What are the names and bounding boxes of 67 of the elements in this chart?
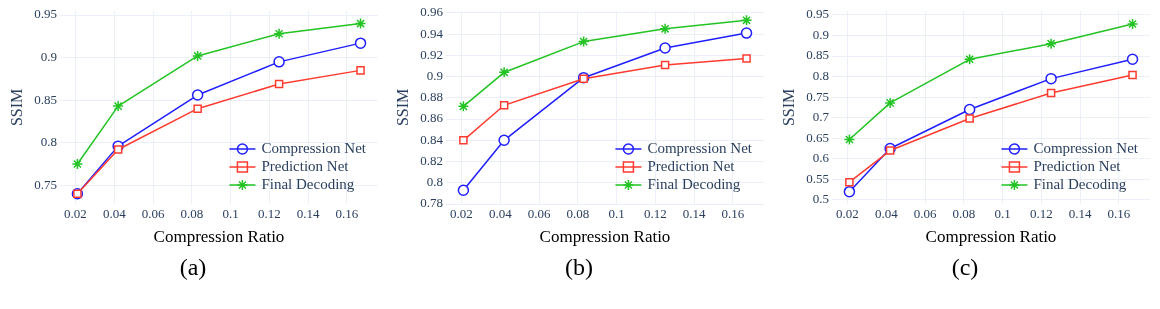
y-tick-label: 0.55 bbox=[806, 170, 829, 186]
x-tick-label: 0.12 bbox=[644, 206, 667, 222]
legend-label: Final Decoding bbox=[647, 175, 741, 192]
y-tick-label: 0.96 bbox=[420, 4, 444, 20]
y-tick-label: 0.94 bbox=[420, 25, 444, 41]
y-tick-label: 0.6 bbox=[812, 150, 830, 166]
x-axis-title: Compression Ratio bbox=[539, 227, 671, 247]
legend-label: Prediction Net bbox=[1033, 157, 1122, 174]
y-axis-title: SSIM bbox=[779, 88, 797, 127]
x-axis-title: Compression Ratio bbox=[925, 227, 1057, 247]
x-tick-label: 0.1 bbox=[608, 206, 625, 222]
y-tick-label: 0.8 bbox=[812, 67, 829, 83]
x-tick-label: 0.04 bbox=[874, 206, 899, 222]
y-tick-label: 0.95 bbox=[806, 6, 829, 22]
y-tick-label: 0.85 bbox=[34, 91, 57, 107]
x-tick-label: 0.08 bbox=[952, 206, 976, 222]
y-tick-label: 0.7 bbox=[812, 109, 830, 125]
y-tick-label: 0.92 bbox=[420, 46, 443, 62]
y-tick-label: 0.86 bbox=[420, 110, 444, 126]
x-tick-label: 0.02 bbox=[836, 206, 859, 222]
y-tick-label: 0.78 bbox=[420, 195, 443, 211]
text: (a) bbox=[178, 254, 208, 281]
y-tick-label: 0.65 bbox=[806, 129, 829, 145]
x-tick-label: 0.06 bbox=[913, 206, 937, 222]
y-tick-label: 0.85 bbox=[806, 47, 829, 63]
text: (b) bbox=[564, 254, 594, 281]
y-axis-title: SSIM bbox=[393, 88, 411, 127]
legend-label: Prediction Net bbox=[647, 157, 736, 174]
x-tick-label: 0.16 bbox=[1107, 206, 1131, 222]
x-tick-label: 0.06 bbox=[527, 206, 551, 222]
y-tick-label: 0.9 bbox=[812, 26, 829, 42]
x-axis-title: Compression Ratio bbox=[153, 227, 285, 247]
x-tick-label: 0.1 bbox=[222, 206, 239, 222]
legend-label: Compression Net bbox=[1033, 139, 1139, 156]
x-tick-label: 0.14 bbox=[1068, 206, 1093, 222]
y-tick-label: 0.9 bbox=[40, 49, 57, 65]
x-tick-label: 0.12 bbox=[1030, 206, 1053, 222]
x-tick-label: 0.04 bbox=[102, 206, 127, 222]
y-tick-label: 0.88 bbox=[420, 89, 443, 105]
x-tick-label: 0.02 bbox=[64, 206, 87, 222]
x-tick-label: 0.08 bbox=[180, 206, 204, 222]
x-tick-label: 0.08 bbox=[566, 206, 590, 222]
y-tick-label: 0.95 bbox=[34, 6, 57, 22]
legend-label: Final Decoding bbox=[261, 175, 355, 192]
y-tick-label: 0.75 bbox=[34, 176, 57, 192]
x-tick-label: 0.12 bbox=[258, 206, 281, 222]
y-tick-label: 0.8 bbox=[40, 134, 57, 150]
text: (c) bbox=[950, 254, 980, 281]
legend-label: Compression Net bbox=[261, 139, 367, 156]
y-tick-label: 0.82 bbox=[420, 152, 443, 168]
x-tick-label: 0.04 bbox=[488, 206, 513, 222]
x-tick-label: 0.1 bbox=[994, 206, 1011, 222]
y-tick-label: 0.75 bbox=[806, 88, 829, 104]
y-axis-title: SSIM bbox=[7, 88, 25, 127]
x-tick-label: 0.02 bbox=[450, 206, 473, 222]
x-tick-label: 0.06 bbox=[141, 206, 165, 222]
y-tick-label: 0.8 bbox=[426, 174, 443, 190]
x-tick-label: 0.16 bbox=[335, 206, 359, 222]
legend-label: Final Decoding bbox=[1033, 175, 1127, 192]
y-tick-label: 0.5 bbox=[812, 191, 829, 207]
x-tick-label: 0.14 bbox=[296, 206, 321, 222]
y-tick-label: 0.84 bbox=[420, 131, 444, 147]
x-tick-label: 0.16 bbox=[721, 206, 745, 222]
x-tick-label: 0.14 bbox=[682, 206, 707, 222]
legend-label: Compression Net bbox=[647, 139, 753, 156]
legend-label: Prediction Net bbox=[261, 157, 350, 174]
y-tick-label: 0.9 bbox=[426, 68, 443, 84]
